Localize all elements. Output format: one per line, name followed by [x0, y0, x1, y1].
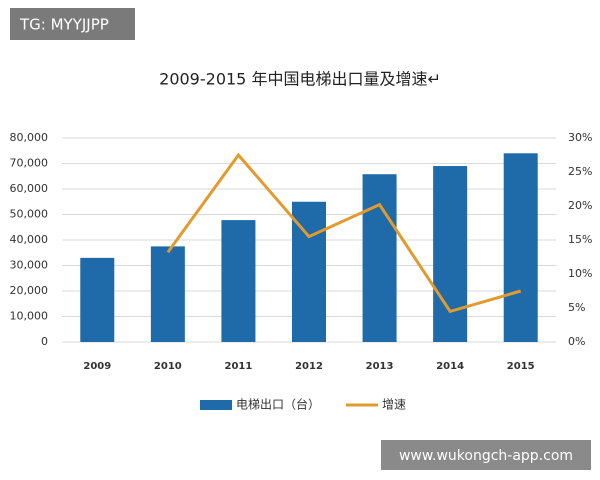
legend-label: 增速: [382, 398, 406, 412]
x-tick-label: 2012: [295, 361, 323, 372]
y2-tick-label: 25%: [568, 165, 592, 178]
bar: [503, 153, 538, 342]
y-tick-label: 40,000: [10, 233, 49, 246]
x-tick-label: 2015: [507, 361, 535, 372]
legend-swatch: [200, 400, 232, 410]
watermark-box: [10, 8, 135, 40]
y2-tick-label: 10%: [568, 267, 592, 280]
x-tick-label: 2011: [225, 361, 253, 372]
y2-tick-label: 5%: [568, 301, 585, 314]
y-tick-label: 70,000: [10, 157, 49, 170]
x-tick-label: 2013: [366, 361, 394, 372]
y-tick-label: 10,000: [10, 310, 49, 323]
x-tick-label: 2014: [436, 361, 464, 372]
y-tick-label: 30,000: [10, 259, 49, 272]
bar: [221, 220, 256, 342]
y-tick-label: 50,000: [10, 208, 49, 221]
line: [166, 152, 522, 314]
y2-tick-label: 20%: [568, 199, 592, 212]
watermark-box: [381, 440, 591, 470]
y-tick-label: 60,000: [10, 182, 49, 195]
watermark: www.wukongch-app.com: [399, 448, 573, 464]
x-tick-label: 2009: [83, 361, 111, 372]
y-tick-label: 80,000: [10, 131, 49, 144]
bar: [362, 174, 397, 342]
bar: [80, 257, 115, 342]
bar: [150, 246, 185, 342]
watermark: TG: MYYJJPP: [19, 16, 109, 34]
y2-tick-label: 15%: [568, 233, 592, 246]
legend-label: 电梯出口（台）: [236, 397, 320, 412]
chart-title: 2009-2015 年中国电梯出口量及增速↵: [159, 70, 441, 89]
y-tick-label: 20,000: [10, 284, 49, 297]
y-tick-label: 0: [41, 335, 48, 348]
bar: [433, 166, 468, 342]
y2-tick-label: 30%: [568, 131, 592, 144]
x-tick-label: 2010: [154, 361, 182, 372]
y2-tick-label: 0%: [568, 335, 585, 348]
